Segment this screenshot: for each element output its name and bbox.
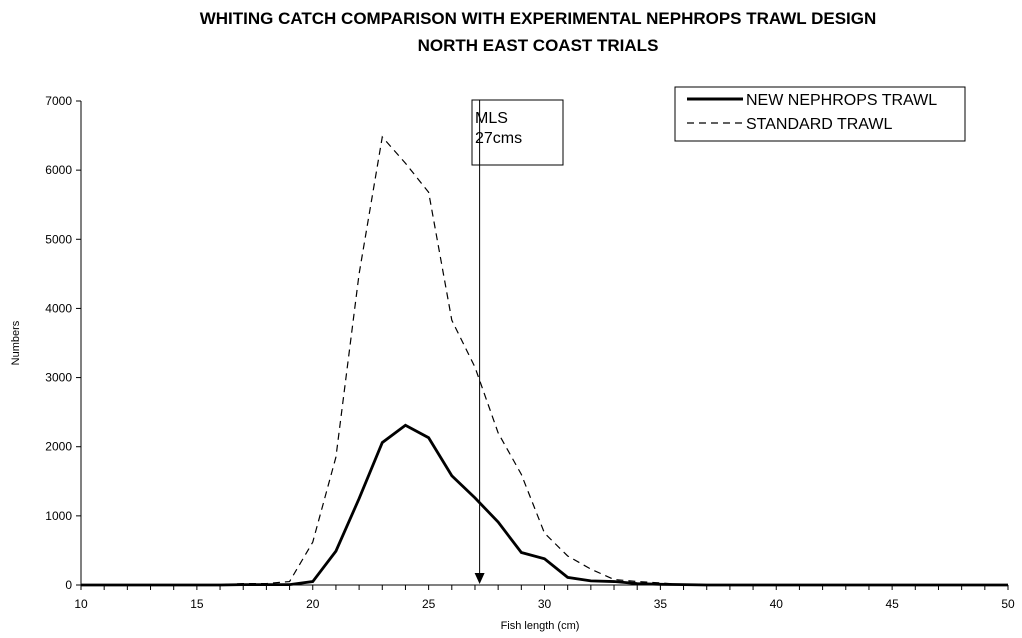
y-tick-label: 1000 bbox=[45, 509, 72, 523]
chart-title: WHITING CATCH COMPARISON WITH EXPERIMENT… bbox=[200, 9, 877, 28]
x-tick-label: 45 bbox=[885, 597, 899, 611]
x-tick-label: 40 bbox=[770, 597, 784, 611]
chart-subtitle: NORTH EAST COAST TRIALS bbox=[418, 36, 659, 55]
x-tick-label: 20 bbox=[306, 597, 320, 611]
legend: NEW NEPHROPS TRAWL STANDARD TRAWL bbox=[674, 86, 966, 142]
y-tick-label: 3000 bbox=[45, 371, 72, 385]
axes: 0 1000 2000 3000 4000 5000 6000 7000 10 15 20 25 30 3… bbox=[45, 94, 1015, 611]
series-new-nephrops-trawl-line bbox=[81, 423, 1008, 587]
y-tick-label: 5000 bbox=[45, 232, 72, 246]
x-tick-label: 15 bbox=[190, 597, 204, 611]
mls-annotation-box bbox=[471, 99, 564, 166]
legend-box bbox=[674, 86, 966, 142]
mls-annotation: MLS 27cms bbox=[471, 99, 564, 584]
y-tick-label: 0 bbox=[65, 578, 72, 592]
y-tick-label: 2000 bbox=[45, 440, 72, 454]
x-tick-label: 50 bbox=[1001, 597, 1015, 611]
x-tick-label: 30 bbox=[538, 597, 552, 611]
y-tick-label: 4000 bbox=[45, 301, 72, 315]
x-tick-label: 10 bbox=[74, 597, 88, 611]
series-standard-trawl-line bbox=[81, 135, 1008, 586]
legend-label-new-nephrops: NEW NEPHROPS TRAWL bbox=[746, 92, 937, 109]
y-axis-label: Numbers bbox=[10, 320, 22, 365]
mls-annotation-text: 27cms bbox=[475, 130, 522, 147]
legend-label-standard: STANDARD TRAWL bbox=[746, 116, 892, 133]
y-tick-label: 6000 bbox=[45, 163, 72, 177]
x-tick-label: 25 bbox=[422, 597, 436, 611]
mls-arrow-head bbox=[474, 573, 485, 584]
x-tick-label: 35 bbox=[654, 597, 668, 611]
mls-annotation-text: MLS bbox=[475, 110, 508, 127]
plot-area bbox=[81, 135, 1008, 587]
y-tick-label: 7000 bbox=[45, 94, 72, 108]
x-axis-label: Fish length (cm) bbox=[501, 620, 580, 632]
